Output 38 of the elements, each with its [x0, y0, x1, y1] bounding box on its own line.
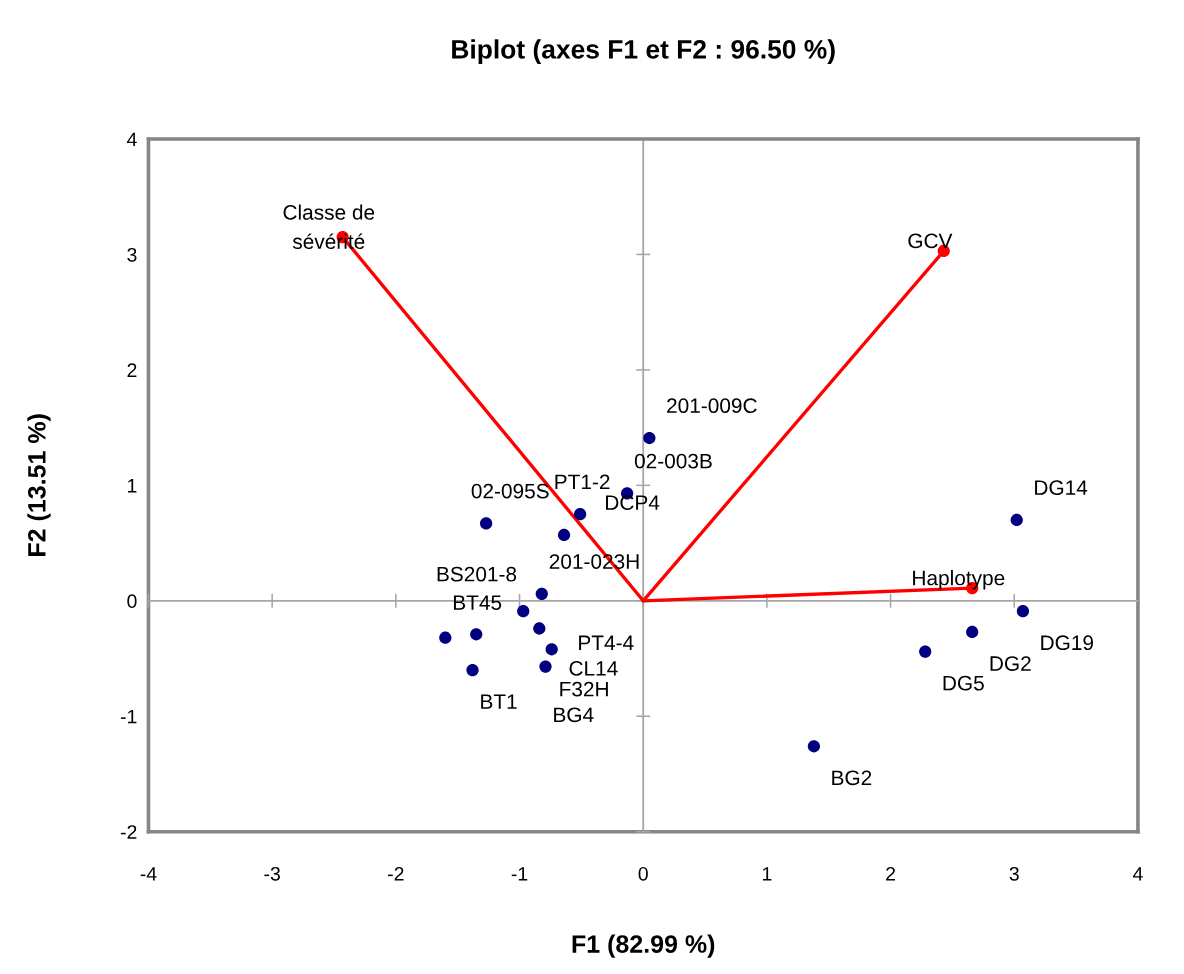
x-tick-label: -2 [388, 866, 404, 881]
annotation: DG14 [1035, 480, 1088, 496]
y-tick-label: 0 [127, 594, 137, 609]
annotation: BS201-8 [437, 566, 517, 582]
x-tick-label: 1 [762, 867, 772, 881]
chart-title: Biplot (axes F1 et F2 : 96.50 %) [452, 39, 835, 64]
annotation: BT45 [453, 595, 502, 610]
x-tick-label: -4 [140, 867, 157, 881]
annotation: 02-095S [471, 483, 549, 499]
y-tick-label: 2 [127, 363, 137, 377]
y-tick-label: 4 [127, 132, 137, 147]
annotation: DCP4 [606, 495, 660, 511]
annotation: 02-003B [634, 453, 712, 469]
x-tick-label: 3 [1009, 866, 1019, 881]
annotation: DG19 [1041, 635, 1094, 651]
annotation: DG2 [990, 656, 1031, 671]
annotation: BT1 [481, 694, 517, 709]
y-tick-label: 1 [128, 479, 137, 493]
annotation: F32H [560, 681, 608, 697]
y-tick-label: -1 [120, 709, 137, 724]
annotation: PT1-2 [555, 474, 610, 490]
annotation: DG5 [943, 675, 984, 691]
annotation: BG4 [554, 707, 594, 723]
x-axis-title: F1 (82.99 %) [572, 934, 715, 958]
x-tick-label: -3 [264, 866, 280, 881]
x-tick-label: -1 [511, 867, 528, 881]
y-axis-title: F2 (13.51 %) [27, 414, 51, 556]
y-tick-label: 3 [127, 247, 137, 262]
series-label: Haplotype [913, 570, 1005, 590]
x-tick-label: 2 [886, 866, 896, 881]
annotation: BG2 [832, 770, 872, 786]
x-tick-label: 4 [1132, 867, 1143, 881]
series-label: GCV [908, 233, 953, 249]
y-tick-label: -2 [120, 825, 137, 839]
annotation: 201-009C [667, 398, 757, 414]
annotation: CL14 [569, 661, 618, 676]
x-tick-label: 0 [638, 866, 648, 881]
annotation: PT4-4 [579, 635, 634, 650]
